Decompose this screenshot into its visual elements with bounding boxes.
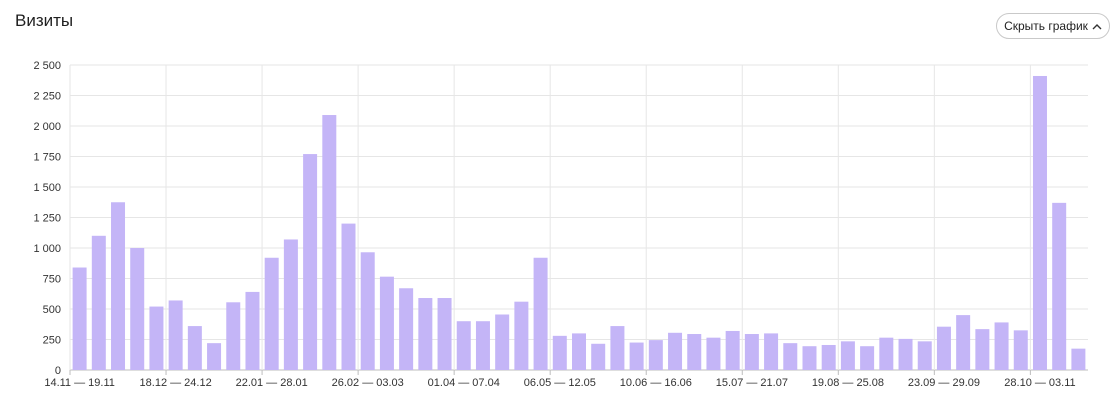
bar <box>245 291 260 370</box>
bar <box>341 223 356 370</box>
bar <box>456 321 471 370</box>
bar <box>207 343 222 370</box>
bar <box>379 276 394 370</box>
bar <box>322 115 337 371</box>
bar <box>533 257 548 370</box>
y-tick-label: 2 000 <box>33 121 61 133</box>
x-tick-label: 18.12 — 24.12 <box>140 377 212 389</box>
y-tick-label: 0 <box>55 365 61 377</box>
bar <box>879 337 894 370</box>
x-tick-label: 26.02 — 03.03 <box>332 377 404 389</box>
y-tick-label: 250 <box>43 335 61 347</box>
bar <box>840 341 855 370</box>
bar <box>572 333 586 370</box>
bar <box>1071 348 1086 370</box>
bar <box>687 334 702 370</box>
bar <box>418 298 433 370</box>
bar <box>956 315 971 370</box>
x-tick-label: 22.01 — 28.01 <box>236 377 308 389</box>
x-tick-label: 28.10 — 03.11 <box>1004 377 1075 389</box>
bar <box>399 288 414 370</box>
chevron-up-icon <box>1092 23 1102 29</box>
bar <box>303 154 318 370</box>
bar <box>764 333 779 370</box>
bar <box>802 346 817 370</box>
bar <box>994 322 1009 370</box>
y-tick-label: 1 000 <box>33 243 61 255</box>
bar <box>1013 330 1028 370</box>
x-tick-label: 15.07 — 21.07 <box>716 377 788 389</box>
bar <box>475 321 490 370</box>
bar <box>744 334 759 370</box>
bar <box>1052 202 1067 370</box>
y-tick-label: 1 250 <box>33 213 61 225</box>
x-tick-label: 01.04 — 07.04 <box>428 377 500 389</box>
bar <box>668 332 683 370</box>
bar <box>360 252 375 370</box>
hide-chart-button[interactable]: Скрыть график <box>996 13 1110 39</box>
bar <box>610 326 625 370</box>
bar <box>552 335 567 370</box>
bar <box>111 202 126 370</box>
y-tick-label: 1 500 <box>33 182 61 194</box>
x-tick-label: 06.05 — 12.05 <box>524 377 596 389</box>
bar <box>783 343 798 370</box>
x-tick-label: 10.06 — 16.06 <box>620 377 692 389</box>
page-title: Визиты <box>15 11 74 30</box>
bar <box>917 341 932 370</box>
bar <box>264 257 279 370</box>
bar <box>149 306 164 370</box>
bar <box>495 314 510 370</box>
bar <box>226 302 241 370</box>
hide-chart-label: Скрыть график <box>1004 19 1088 33</box>
y-tick-label: 1 750 <box>33 152 61 164</box>
bar <box>648 340 663 370</box>
bar <box>72 267 87 370</box>
y-tick-label: 750 <box>43 274 61 286</box>
bar <box>821 344 836 370</box>
bar <box>860 346 875 370</box>
x-tick-label: 23.09 — 29.09 <box>908 377 980 389</box>
bar <box>91 235 106 370</box>
bar <box>130 248 145 370</box>
x-tick-label: 19.08 — 25.08 <box>812 377 884 389</box>
bar <box>514 301 529 370</box>
bar <box>187 326 202 370</box>
x-tick-label: 14.11 — 19.11 <box>44 377 115 389</box>
bar <box>725 330 740 370</box>
y-tick-label: 500 <box>43 304 61 316</box>
bar <box>629 342 644 370</box>
bar <box>706 337 721 370</box>
bar <box>898 338 913 370</box>
y-tick-label: 2 500 <box>33 60 61 72</box>
bar <box>168 300 183 370</box>
y-tick-label: 2 250 <box>33 91 61 103</box>
bar <box>437 298 452 370</box>
bar <box>283 239 298 370</box>
bar <box>975 329 990 370</box>
bar <box>591 343 606 370</box>
bar <box>936 326 951 370</box>
bar <box>1032 75 1047 370</box>
